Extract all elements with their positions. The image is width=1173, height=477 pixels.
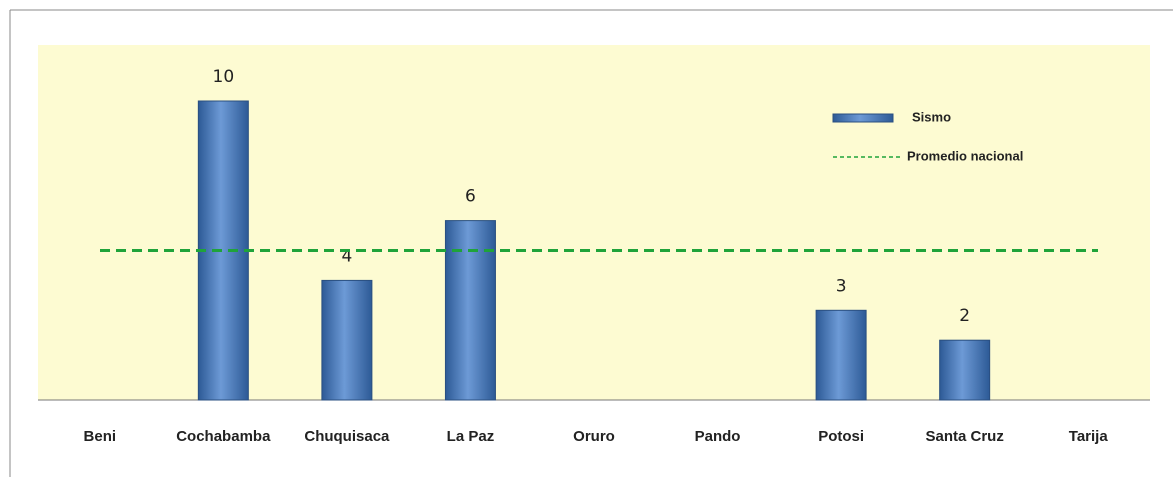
- bar: [815, 309, 867, 401]
- bar: [444, 220, 496, 401]
- x-tick-label: La Paz: [447, 428, 495, 445]
- x-tick-label: Potosi: [818, 428, 864, 445]
- data-label: 4: [341, 246, 352, 266]
- legend-label: Sismo: [912, 109, 951, 124]
- bar: [939, 339, 991, 401]
- data-label: 6: [465, 187, 476, 207]
- x-tick-label: Tarija: [1069, 428, 1109, 445]
- x-tick-label: Oruro: [573, 428, 615, 445]
- legend-swatch: [832, 113, 894, 123]
- data-label: 2: [959, 306, 970, 326]
- bar: [321, 279, 373, 401]
- x-tick-label: Beni: [84, 428, 117, 445]
- x-tick-label: Santa Cruz: [925, 428, 1003, 445]
- bar: [197, 100, 249, 401]
- x-tick-label: Pando: [695, 428, 741, 445]
- x-tick-label: Chuquisaca: [304, 428, 390, 445]
- data-label: 10: [213, 67, 235, 87]
- data-label: 3: [836, 276, 847, 296]
- x-tick-label: Cochabamba: [176, 428, 271, 445]
- legend-label: Promedio nacional: [907, 148, 1023, 163]
